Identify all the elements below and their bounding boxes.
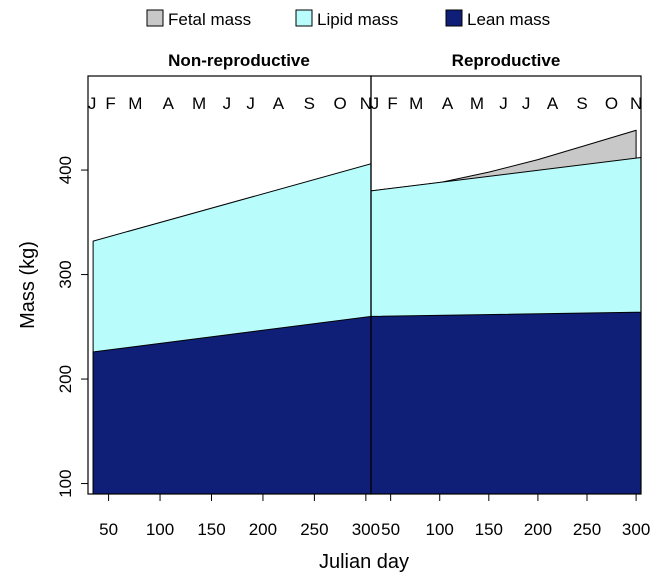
legend: Fetal mass Lipid mass Lean mass: [146, 9, 550, 29]
frame-right: [370, 75, 642, 495]
x-tick-label-right: 100: [426, 520, 454, 539]
legend-swatch-lipid: [295, 9, 313, 27]
legend-label-lipid: Lipid mass: [317, 10, 398, 29]
legend-label-lean: Lean mass: [467, 10, 550, 29]
x-tick-label-right: 200: [524, 520, 552, 539]
month-label-left: N: [360, 94, 372, 113]
x-tick-label-right: 250: [573, 520, 601, 539]
month-label-left: A: [273, 94, 285, 113]
x-axis-label: Julian day: [319, 551, 409, 573]
month-label-left: J: [246, 94, 255, 113]
x-tick-label-right: 300: [622, 520, 650, 539]
month-label-right: M: [409, 94, 423, 113]
month-label-left: F: [105, 94, 115, 113]
month-label-right: O: [605, 94, 618, 113]
x-tick-label-left: 50: [99, 520, 118, 539]
y-tick-label: 200: [56, 365, 75, 393]
month-label-right: M: [470, 94, 484, 113]
y-axis-label: Mass (kg): [17, 241, 39, 329]
panel-title-left: Non-reproductive: [168, 51, 310, 70]
panel-reproductive: [370, 129, 642, 495]
x-axis-right: 50 100 150 200 250 300: [381, 494, 650, 539]
month-label-right: J: [522, 94, 531, 113]
legend-label-fetal: Fetal mass: [168, 10, 251, 29]
x-tick-label-left: 250: [300, 520, 328, 539]
x-axis-left: 50 100 150 200 250 300: [99, 494, 380, 539]
month-label-left: J: [223, 94, 232, 113]
x-tick-label-left: 300: [352, 520, 380, 539]
y-tick-label: 100: [56, 469, 75, 497]
legend-swatch-fetal: [146, 9, 164, 27]
legend-swatch-lean: [445, 9, 463, 27]
month-label-left: J: [88, 94, 97, 113]
month-label-right: N: [630, 94, 642, 113]
month-label-right: F: [387, 94, 397, 113]
x-tick-label-right: 50: [381, 520, 400, 539]
month-label-right: J: [371, 94, 380, 113]
month-label-right: S: [576, 94, 587, 113]
month-label-right: J: [499, 94, 508, 113]
area-lean-mass-right: [370, 311, 642, 495]
x-tick-label-left: 100: [146, 520, 174, 539]
month-label-right: A: [547, 94, 559, 113]
x-tick-label-right: 150: [475, 520, 503, 539]
y-axis: 100 200 300 400: [56, 156, 88, 498]
month-label-left: A: [163, 94, 175, 113]
month-label-left: S: [304, 94, 315, 113]
y-tick-label: 300: [56, 260, 75, 288]
month-label-left: M: [128, 94, 142, 113]
month-label-right: A: [442, 94, 454, 113]
month-label-left: O: [333, 94, 346, 113]
panel-non-reproductive: [92, 163, 372, 495]
panel-title-right: Reproductive: [452, 51, 561, 70]
x-tick-label-left: 200: [249, 520, 277, 539]
month-label-left: M: [192, 94, 206, 113]
y-tick-label: 400: [56, 156, 75, 184]
x-tick-label-left: 150: [197, 520, 225, 539]
